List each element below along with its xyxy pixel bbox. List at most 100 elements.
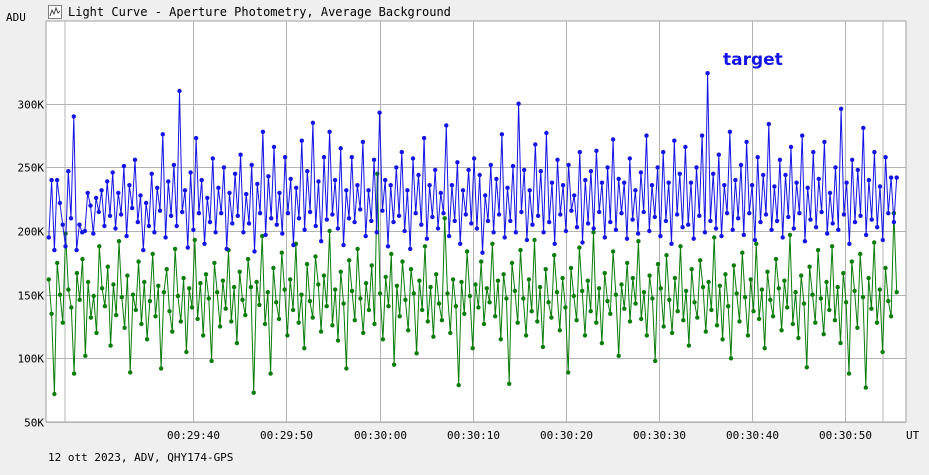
data-point-comparison xyxy=(209,358,214,364)
data-point-comparison xyxy=(703,329,708,334)
y-tick-label: 150K xyxy=(18,290,45,303)
data-point-comparison xyxy=(872,240,877,245)
data-point-target xyxy=(519,209,524,215)
data-point-target xyxy=(758,219,763,225)
data-point-comparison xyxy=(335,338,341,343)
data-point-comparison xyxy=(91,293,96,299)
data-point-comparison xyxy=(585,278,590,283)
data-point-target xyxy=(396,213,402,218)
data-point-target xyxy=(496,212,502,217)
data-point-target xyxy=(410,156,416,161)
data-point-target xyxy=(132,157,138,162)
data-point-comparison xyxy=(411,291,416,296)
data-point-target xyxy=(163,235,168,240)
data-point-target xyxy=(677,171,682,176)
data-point-comparison xyxy=(442,216,447,221)
data-point-target xyxy=(146,223,152,229)
data-point-comparison xyxy=(358,296,363,301)
data-point-comparison xyxy=(804,365,809,370)
y-tick-label: 200K xyxy=(18,226,45,239)
data-point-comparison xyxy=(515,320,520,325)
light-curve-icon[interactable] xyxy=(48,5,62,19)
data-point-comparison xyxy=(476,305,481,310)
data-point-comparison xyxy=(512,288,518,294)
data-point-target xyxy=(485,218,491,224)
data-point-comparison xyxy=(557,328,562,333)
data-point-comparison xyxy=(866,275,871,281)
data-point-target xyxy=(741,232,746,238)
data-point-comparison xyxy=(243,312,248,318)
data-point-comparison xyxy=(526,277,532,282)
data-point-comparison xyxy=(529,309,534,314)
data-point-comparison xyxy=(818,296,824,301)
data-point-target xyxy=(797,211,802,216)
data-point-comparison xyxy=(518,247,523,253)
series-comparison xyxy=(46,171,899,397)
data-point-comparison xyxy=(698,258,703,263)
data-point-target xyxy=(861,125,866,131)
data-point-target xyxy=(730,227,735,232)
data-point-comparison xyxy=(874,320,880,325)
data-point-comparison xyxy=(150,251,155,257)
data-point-target xyxy=(441,211,446,216)
data-point-target xyxy=(207,219,213,225)
data-point-target xyxy=(588,169,594,174)
data-point-target xyxy=(110,170,115,175)
data-point-target xyxy=(388,183,393,188)
data-point-comparison xyxy=(563,305,568,310)
data-point-comparison xyxy=(504,296,509,301)
data-point-comparison xyxy=(338,269,343,274)
data-point-target xyxy=(269,216,274,221)
data-point-target xyxy=(363,233,368,239)
data-point-comparison xyxy=(554,290,560,295)
data-point-target xyxy=(616,176,621,182)
data-point-comparison xyxy=(324,304,329,309)
data-point-target xyxy=(491,230,496,235)
data-point-target xyxy=(257,211,263,216)
data-point-target xyxy=(802,239,808,244)
data-point-comparison xyxy=(740,250,745,255)
data-point-target xyxy=(49,177,54,183)
data-point-target xyxy=(174,223,179,229)
data-point-target xyxy=(847,241,852,246)
data-point-comparison xyxy=(481,321,487,327)
data-point-target xyxy=(583,177,588,183)
data-point-target xyxy=(705,71,710,76)
data-point-target xyxy=(780,235,785,240)
data-point-comparison xyxy=(448,330,453,336)
data-point-comparison xyxy=(189,305,195,310)
data-point-target xyxy=(544,130,549,136)
data-point-comparison xyxy=(650,296,655,301)
data-point-comparison xyxy=(467,293,473,299)
data-point-comparison xyxy=(860,295,866,300)
data-point-target xyxy=(210,156,215,161)
data-point-comparison xyxy=(765,269,770,274)
data-point-target xyxy=(694,165,699,170)
data-point-target xyxy=(138,193,143,198)
data-point-target xyxy=(877,184,883,189)
grid-lines xyxy=(46,21,906,423)
data-point-target xyxy=(647,228,652,234)
data-point-comparison xyxy=(768,297,773,302)
data-point-comparison xyxy=(599,340,605,346)
data-point-comparison xyxy=(799,273,804,278)
data-point-target xyxy=(374,230,379,235)
data-point-comparison xyxy=(759,287,765,292)
data-point-target xyxy=(449,183,455,188)
data-point-comparison xyxy=(184,349,189,355)
data-point-comparison xyxy=(849,259,854,264)
data-point-comparison xyxy=(700,284,706,290)
data-point-comparison xyxy=(813,320,818,325)
data-point-target xyxy=(305,169,310,174)
data-point-comparison xyxy=(653,358,658,364)
data-point-target xyxy=(346,216,352,221)
data-point-target xyxy=(216,185,221,190)
data-point-target xyxy=(193,135,199,141)
data-point-target xyxy=(121,163,127,169)
data-point-comparison xyxy=(144,337,150,342)
data-point-target xyxy=(816,176,821,182)
data-point-comparison xyxy=(773,256,779,262)
data-point-target xyxy=(177,88,182,94)
data-point-comparison xyxy=(125,273,130,278)
